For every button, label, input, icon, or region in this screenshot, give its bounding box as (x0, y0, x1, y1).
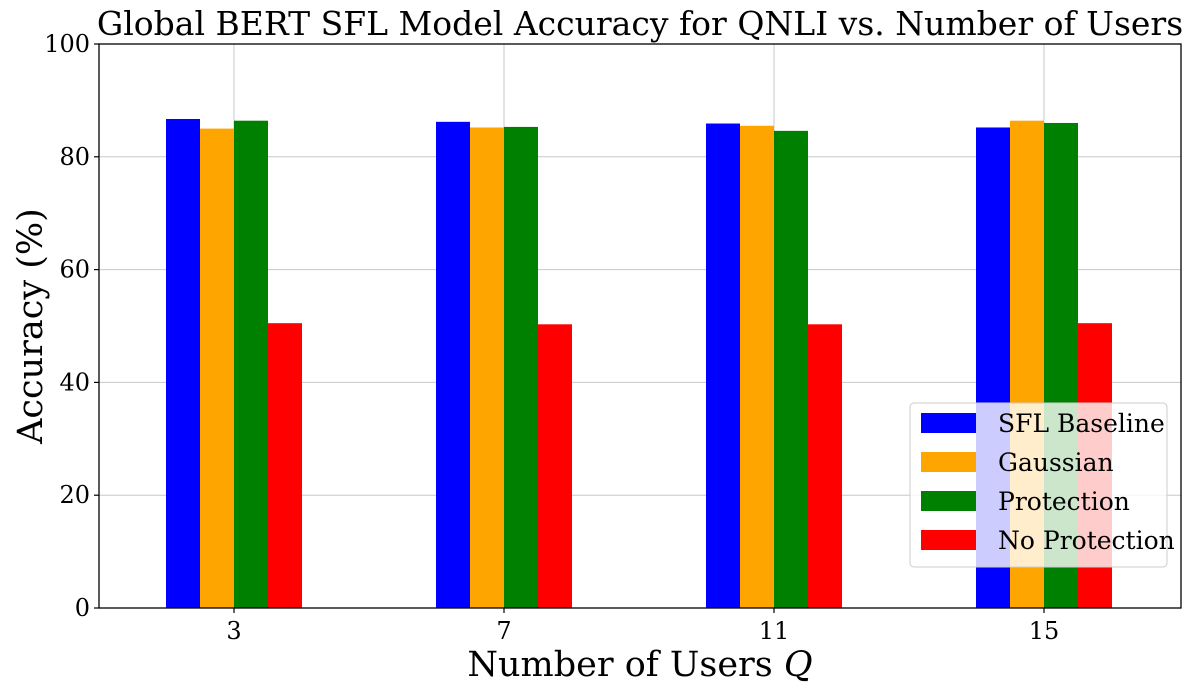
bar-no-protection-11 (808, 324, 842, 608)
x-tick-label: 15 (1029, 617, 1060, 645)
chart-title: Global BERT SFL Model Accuracy for QNLI … (97, 4, 1183, 43)
x-tick-label: 3 (226, 617, 241, 645)
legend-swatch (921, 452, 976, 472)
x-axis-label-text: Number of Users (467, 645, 772, 685)
x-tick-label: 11 (759, 617, 790, 645)
bar-sfl-baseline-7 (436, 121, 470, 608)
legend-swatch (921, 413, 976, 433)
x-tick-label: 7 (496, 617, 511, 645)
bar-protection-7 (504, 126, 538, 609)
bar-no-protection-7 (538, 324, 572, 608)
y-tick-label: 40 (59, 368, 90, 396)
y-tick-label: 60 (59, 256, 90, 284)
bar-gaussian-3 (200, 128, 234, 608)
y-axis-label: Accuracy (%) (11, 208, 51, 445)
x-axis: 3 7 11 15 (226, 608, 1059, 645)
bar-sfl-baseline-11 (706, 123, 740, 609)
bar-protection-11 (774, 130, 808, 608)
bar-protection-3 (234, 120, 268, 608)
legend-label: Protection (998, 487, 1130, 516)
y-tick-label: 20 (59, 481, 90, 509)
legend-swatch (921, 491, 976, 511)
legend-label: Gaussian (998, 448, 1114, 477)
legend-box (909, 402, 1168, 568)
y-tick-label: 0 (75, 594, 90, 622)
bar-sfl-baseline-3 (166, 119, 200, 609)
x-axis-label: Number of Users Q (467, 645, 812, 685)
bar-gaussian-11 (740, 125, 774, 608)
x-axis-label-variable: Q (784, 645, 813, 685)
plot-frame (98, 43, 1182, 609)
bar-gaussian-7 (470, 127, 504, 609)
legend: SFL Baseline Gaussian Protection No Protect… (909, 402, 1175, 568)
y-tick-label: 100 (44, 30, 90, 58)
legend-label: No Protection (998, 526, 1175, 555)
y-axis: 0 20 40 60 80 100 (44, 30, 99, 622)
legend-label: SFL Baseline (998, 409, 1165, 438)
bar-no-protection-3 (268, 323, 302, 608)
y-tick-label: 80 (59, 143, 90, 171)
legend-swatch (921, 530, 976, 550)
